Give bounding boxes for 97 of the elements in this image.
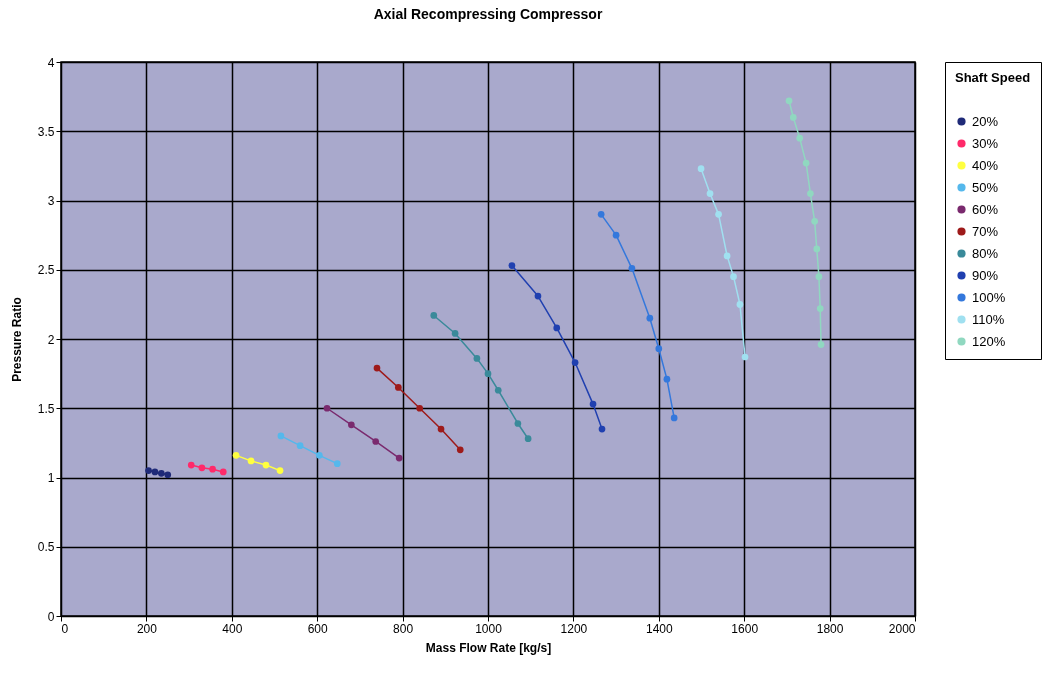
y-tick-label: 0.5: [37, 540, 55, 555]
x-tick-label: 1200: [560, 621, 588, 636]
legend-title: Shaft Speed: [955, 70, 1031, 85]
legend-label: 60%: [972, 201, 999, 217]
point: [164, 471, 172, 479]
legend-label: 40%: [972, 157, 999, 173]
x-tick-label: 800: [393, 621, 414, 636]
y-tick-label: 2.5: [37, 263, 55, 278]
legend-label: 80%: [972, 245, 999, 261]
point: [789, 114, 797, 121]
point: [514, 420, 522, 427]
legend-label: 110%: [972, 311, 1005, 327]
legend-label: 50%: [972, 179, 999, 195]
point: [473, 355, 481, 362]
point: [262, 461, 270, 469]
x-tick-label: 400: [222, 621, 243, 636]
x-tick-label: 1600: [731, 621, 759, 636]
point: [151, 468, 159, 476]
point: [815, 273, 823, 281]
point: [706, 190, 714, 197]
point: [534, 292, 542, 300]
point: [785, 97, 793, 105]
point: [451, 330, 459, 337]
point: [524, 435, 532, 443]
point: [813, 245, 821, 253]
y-tick-label: 3.5: [37, 124, 55, 139]
x-tick-label: 600: [307, 621, 329, 636]
point: [612, 231, 620, 239]
point: [209, 465, 216, 473]
point: [395, 454, 403, 462]
point: [571, 359, 579, 366]
point: [232, 451, 240, 459]
legend-label: 100%: [972, 289, 1006, 305]
x-tick-label: 1800: [816, 621, 844, 636]
y-tick-label: 1.5: [37, 401, 55, 416]
point: [811, 217, 819, 225]
y-tick-label: 3: [47, 194, 55, 208]
point: [655, 345, 663, 353]
point: [333, 460, 341, 467]
point: [736, 301, 744, 308]
point: [723, 252, 731, 260]
point: [670, 414, 678, 422]
point: [430, 312, 438, 319]
point: [741, 353, 749, 361]
point: [715, 211, 722, 218]
x-tick-label: 0: [61, 621, 69, 636]
y-tick-label: 4: [47, 55, 55, 70]
x-tick-label: 1400: [645, 621, 673, 636]
legend-label: 20%: [972, 113, 999, 129]
point: [187, 461, 195, 469]
point: [372, 438, 380, 445]
point: [416, 404, 424, 412]
point: [802, 159, 810, 167]
point: [247, 457, 255, 465]
point: [219, 468, 227, 476]
point: [628, 265, 636, 272]
point: [157, 470, 165, 477]
point: [597, 211, 605, 218]
x-tick-label: 2000: [888, 621, 916, 636]
chart-title: Axial Recompressing Compressor: [373, 6, 603, 22]
y-tick-label: 2: [47, 332, 55, 347]
x-axis-title: Mass Flow Rate [kg/s]: [425, 640, 552, 655]
point: [508, 262, 516, 269]
y-tick-label: 0: [47, 609, 55, 624]
point: [348, 421, 355, 429]
point: [456, 446, 464, 454]
point: [277, 432, 285, 440]
legend-label: 70%: [972, 223, 999, 239]
point: [315, 451, 323, 459]
point: [484, 370, 492, 377]
point: [817, 341, 825, 348]
legend-label: 30%: [972, 135, 999, 151]
point: [663, 375, 671, 383]
point: [816, 305, 824, 312]
point: [589, 400, 597, 408]
point: [198, 464, 206, 472]
point: [807, 190, 814, 197]
point: [494, 386, 502, 394]
point: [646, 314, 654, 322]
point: [145, 467, 152, 474]
point: [437, 425, 445, 433]
point: [730, 273, 737, 281]
point: [697, 165, 705, 172]
y-tick-label: 1: [47, 471, 55, 485]
legend-label: 120%: [972, 333, 1006, 349]
point: [373, 364, 381, 372]
x-tick-label: 200: [136, 621, 158, 636]
point: [394, 384, 402, 391]
point: [296, 442, 304, 449]
x-tick-label: 1000: [475, 621, 503, 636]
point: [598, 425, 606, 433]
legend-label: 90%: [972, 267, 999, 283]
point: [553, 324, 561, 332]
point: [276, 467, 284, 474]
y-axis-title: Pressure Ratio: [9, 297, 24, 382]
point: [796, 134, 804, 142]
point: [323, 404, 331, 412]
